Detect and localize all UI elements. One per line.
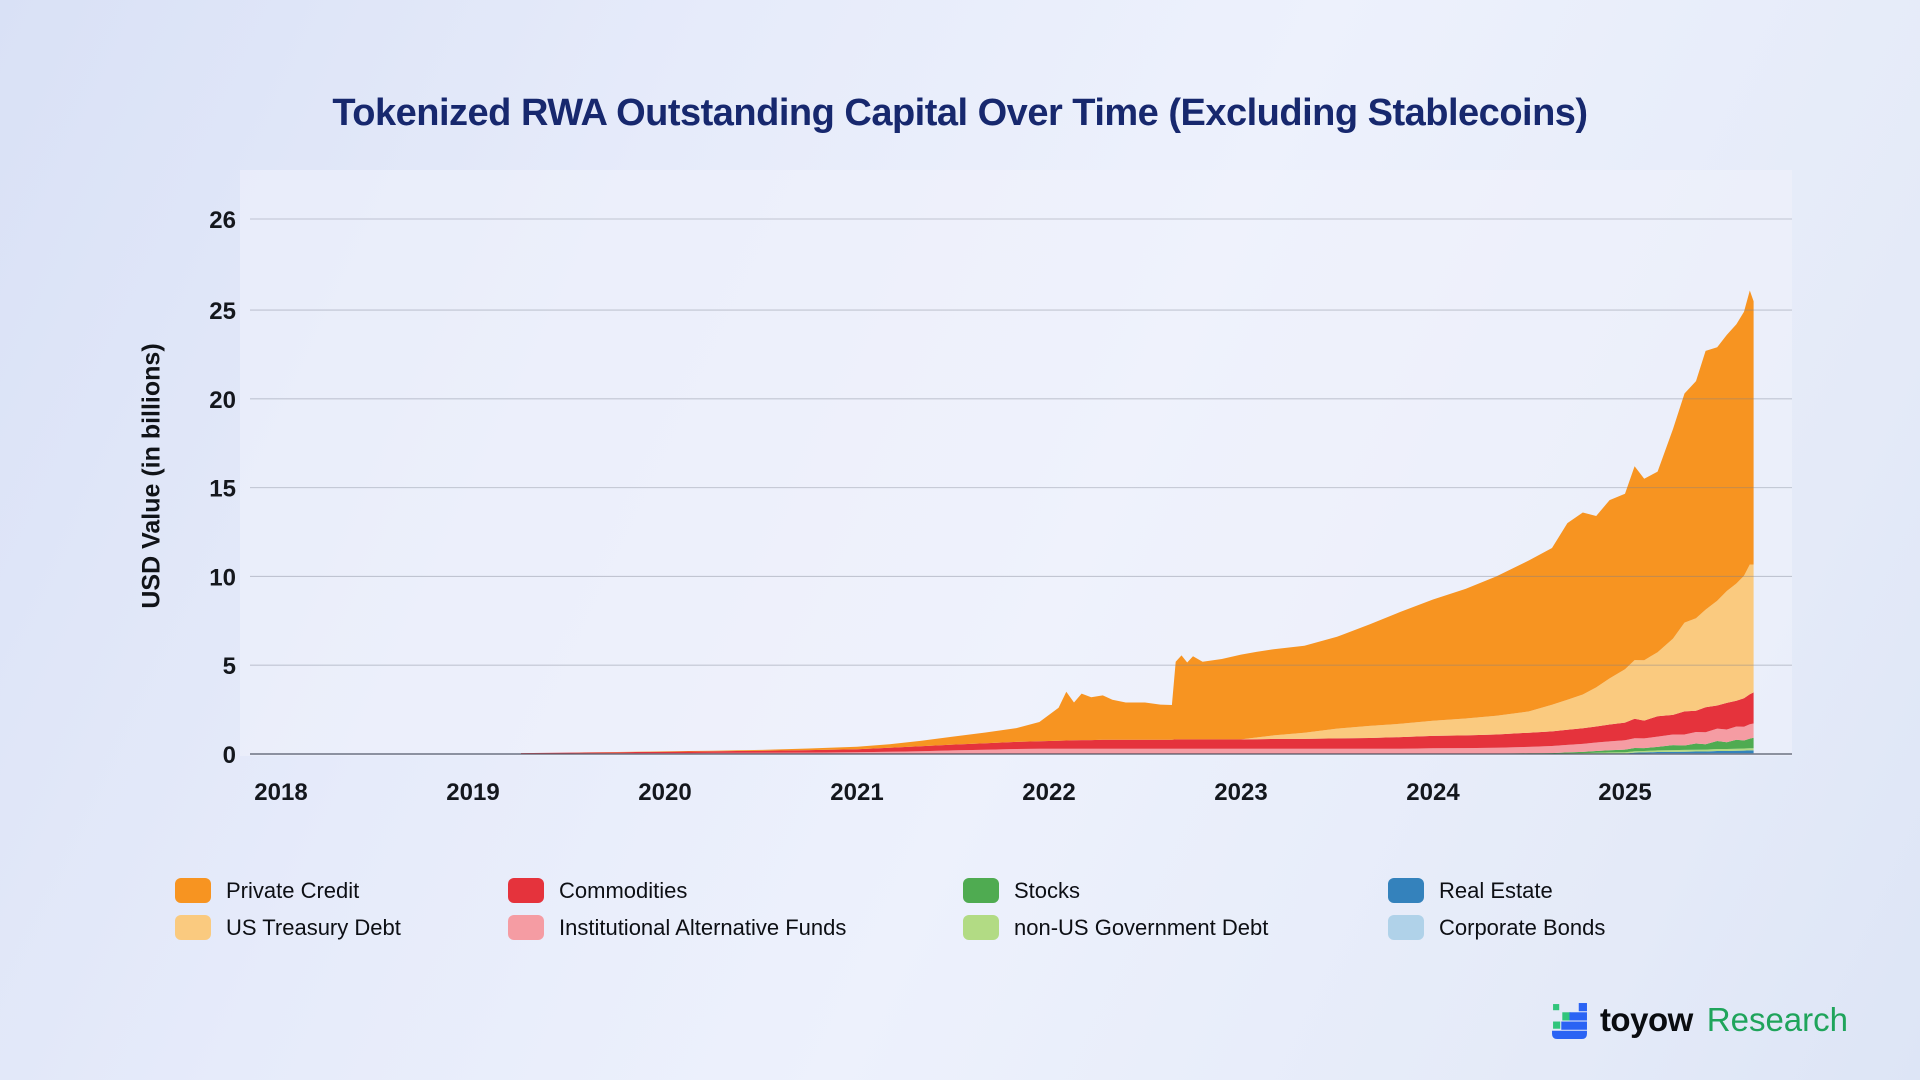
legend-swatch (175, 878, 211, 903)
legend-label: US Treasury Debt (226, 914, 401, 940)
legend-label: Institutional Alternative Funds (559, 914, 847, 940)
legend-item-commodities: Commodities (508, 878, 963, 904)
y-tick-label-5: 5 (223, 653, 236, 680)
brand-name: toyow (1599, 1001, 1693, 1038)
legend-swatch (1388, 878, 1424, 903)
x-tick-label-2019: 2019 (446, 779, 499, 806)
legend-item-private-credit: Private Credit (175, 878, 508, 904)
brand-pixel-icon (1551, 1002, 1587, 1039)
legend-swatch (508, 878, 544, 903)
chart-title: Tokenized RWA Outstanding Capital Over T… (332, 92, 1588, 134)
x-tick-label-2018: 2018 (254, 779, 307, 806)
legend-item-real-estate: Real Estate (1388, 878, 1605, 904)
area-series-commodities (521, 692, 1754, 754)
legend-label: Private Credit (226, 877, 360, 903)
legend-label: Corporate Bonds (1439, 914, 1606, 940)
area-series-private-credit (521, 290, 1754, 754)
y-tick-label-10: 10 (209, 564, 236, 591)
x-tick-label-2023: 2023 (1214, 779, 1267, 806)
chart-legend: Private Credit US Treasury Debt Commoditie… (175, 872, 1605, 946)
x-tick-label-2025: 2025 (1598, 779, 1651, 806)
legend-swatch (175, 915, 211, 940)
legend-swatch (963, 878, 999, 903)
y-tick-label-15: 15 (209, 476, 236, 503)
legend-swatch (1388, 915, 1424, 940)
x-tick-label-2021: 2021 (830, 779, 883, 806)
y-tick-label-0: 0 (223, 742, 236, 769)
x-tick-label-2020: 2020 (638, 779, 691, 806)
y-tick-label-26: 26 (209, 207, 236, 234)
legend-item-non-us-government-debt: non-US Government Debt (963, 915, 1388, 941)
brand-suffix: Research (1706, 1001, 1848, 1038)
y-tick-label-20: 20 (209, 387, 236, 414)
legend-label: non-US Government Debt (1014, 914, 1269, 940)
legend-item-corporate-bonds: Corporate Bonds (1388, 915, 1605, 941)
legend-label: Real Estate (1439, 877, 1553, 903)
legend-swatch (508, 915, 544, 940)
legend-item-us-treasury-debt: US Treasury Debt (175, 915, 508, 941)
y-tick-label-25: 25 (209, 298, 236, 325)
brand-logo: toyow Research (1551, 998, 1848, 1042)
legend-label: Commodities (559, 877, 688, 903)
legend-item-stocks: Stocks (963, 878, 1388, 904)
legend-label: Stocks (1014, 877, 1081, 903)
legend-swatch (963, 915, 999, 940)
x-tick-label-2022: 2022 (1022, 779, 1075, 806)
x-tick-label-2024: 2024 (1406, 779, 1460, 806)
legend-item-institutional-alternative-funds: Institutional Alternative Funds (508, 915, 963, 941)
